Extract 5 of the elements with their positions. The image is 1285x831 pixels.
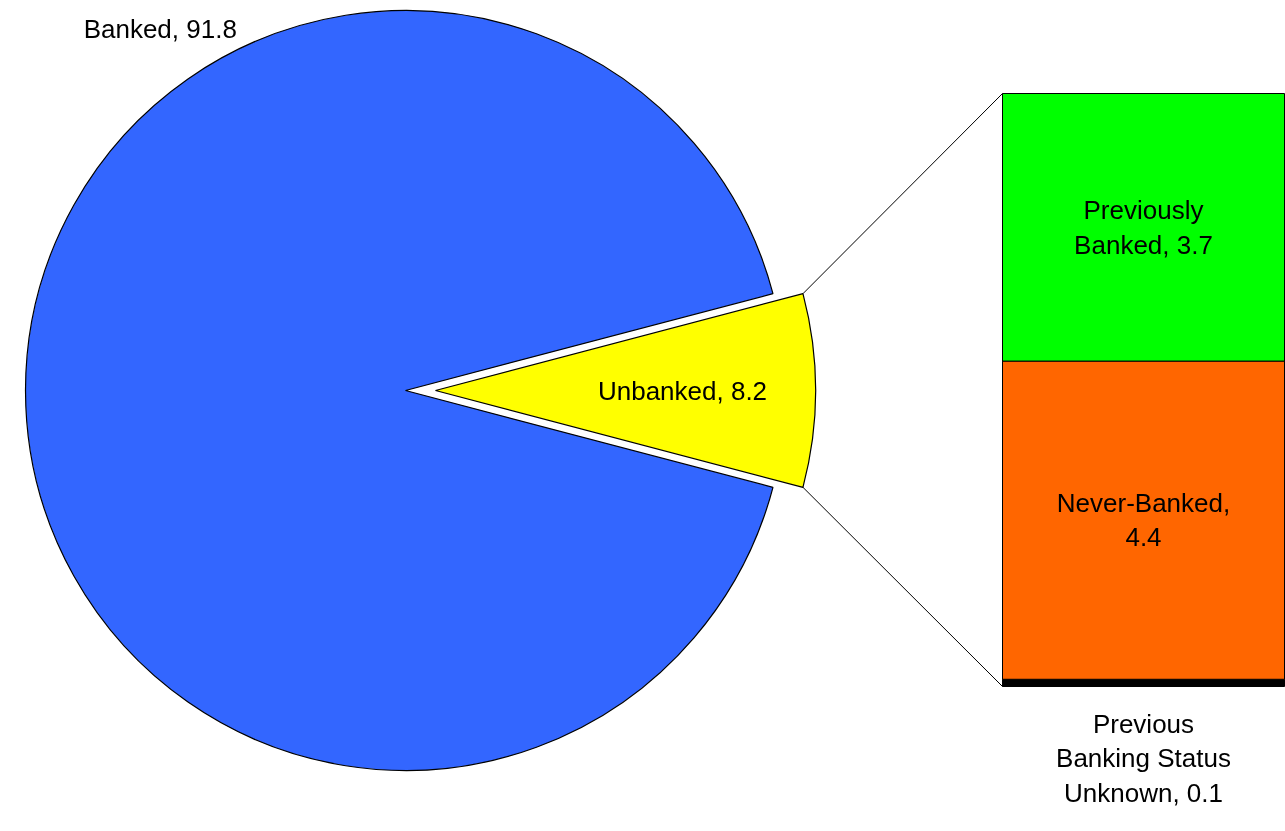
slice-label: Banked, 91.8	[83, 13, 237, 44]
data-label: Never-Banked, 4.4	[1056, 487, 1231, 553]
data-label: Previous Banking Status Unknown, 0.1	[1056, 708, 1231, 808]
data-label: Previously Banked, 3.7	[1074, 195, 1213, 260]
slice-label: Unbanked, 8.2	[597, 375, 768, 406]
